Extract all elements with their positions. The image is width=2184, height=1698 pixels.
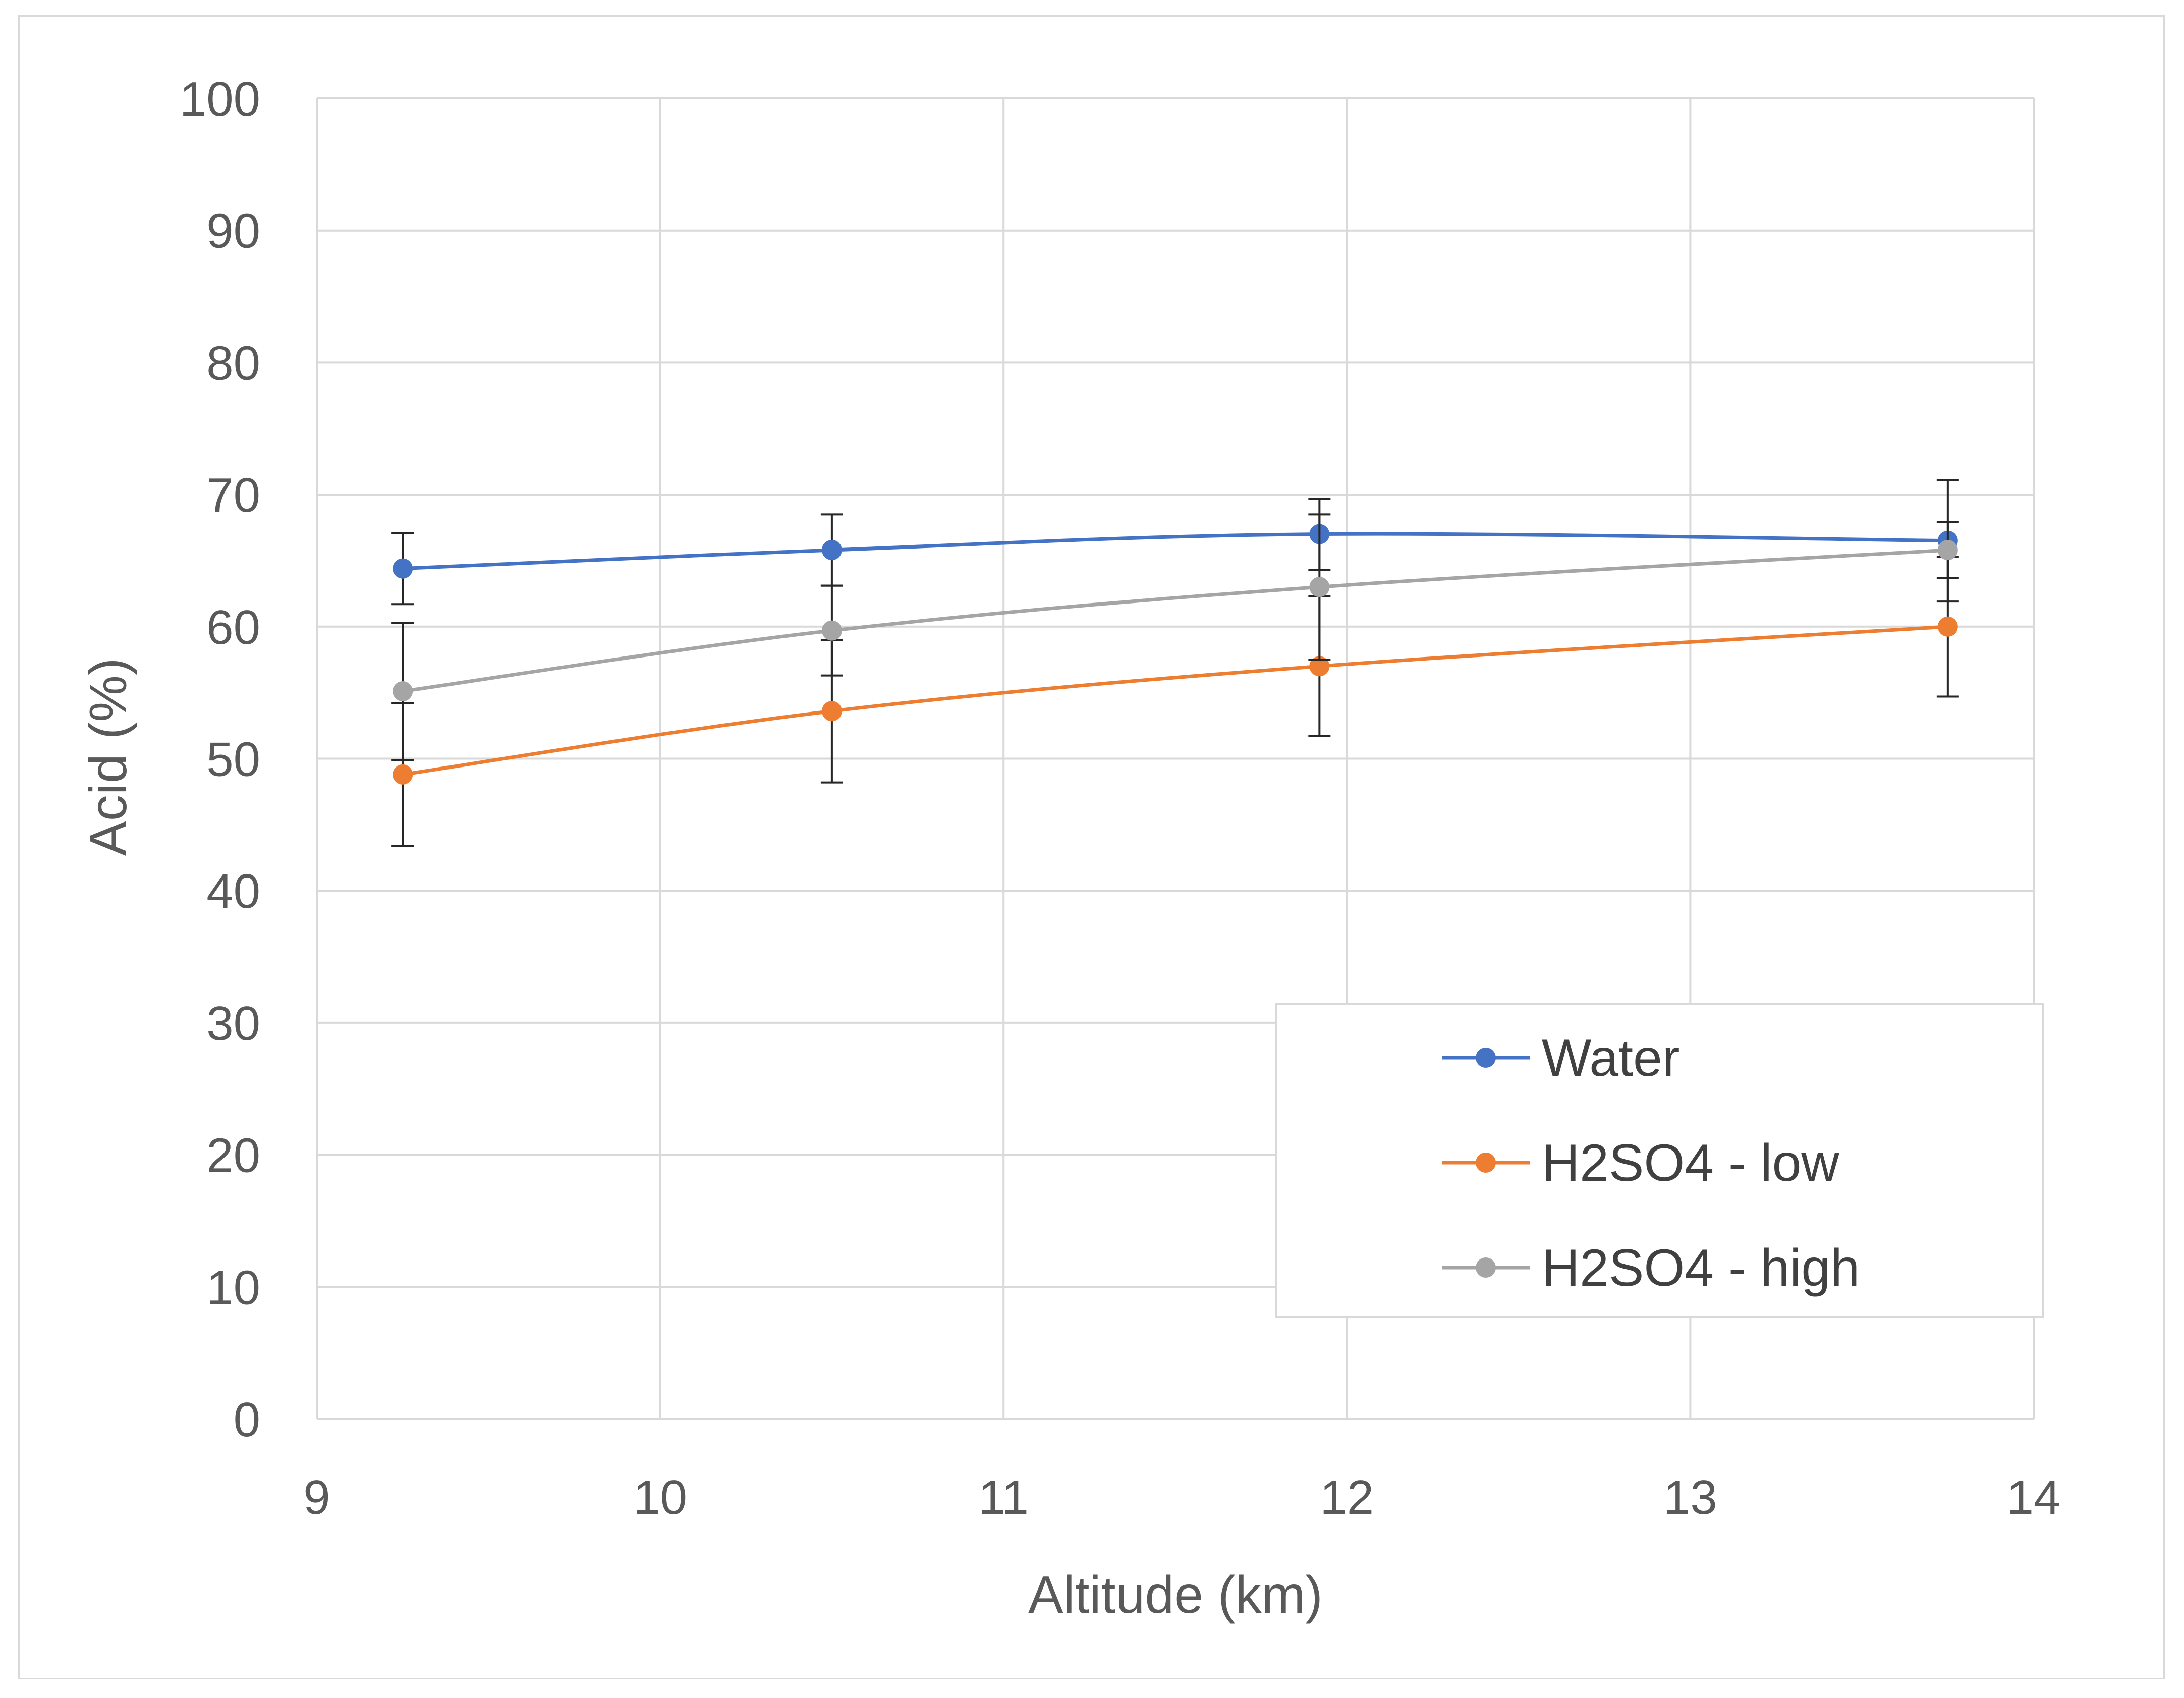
data-point (393, 764, 413, 785)
y-axis-title: Acid (%) (79, 658, 138, 856)
data-point (1937, 540, 1958, 561)
x-tick-label: 9 (303, 1470, 330, 1524)
legend-label: H2SO4 - high (1542, 1239, 1860, 1297)
axes: 0 10 20 30 40 50 60 70 80 90 100 9 10 11 12 13 14 (180, 72, 2061, 1524)
data-point (1309, 656, 1330, 677)
data-point (1937, 616, 1958, 637)
x-tick-label: 12 (1320, 1470, 1374, 1524)
legend-label: H2SO4 - low (1542, 1134, 1839, 1192)
legend-label: Water (1542, 1029, 1680, 1087)
x-axis-title: Altitude (km) (1028, 1566, 1323, 1624)
y-tick-label: 100 (180, 72, 260, 126)
x-tick-label: 14 (2007, 1470, 2061, 1524)
data-point (1309, 577, 1330, 597)
data-point (821, 701, 842, 722)
x-tick-label: 13 (1663, 1470, 1717, 1524)
y-tick-label: 0 (234, 1393, 260, 1447)
x-tick-label: 11 (978, 1470, 1029, 1524)
y-tick-label: 90 (206, 204, 260, 258)
series-line-1 (402, 625, 1948, 777)
chart-frame (18, 15, 2165, 1679)
y-tick-label: 80 (206, 336, 260, 390)
y-tick-label: 70 (206, 468, 260, 522)
legend-swatch-marker (1476, 1153, 1496, 1173)
y-tick-label: 10 (206, 1261, 260, 1314)
data-point (821, 540, 842, 561)
y-tick-label: 30 (206, 997, 260, 1051)
x-tick-label: 10 (633, 1470, 687, 1524)
y-tick-label: 60 (206, 600, 260, 654)
data-point (393, 558, 413, 579)
series-line-2 (402, 548, 1948, 693)
legend-box (1275, 1003, 2044, 1318)
series-line-0 (402, 532, 1948, 571)
y-tick-label: 40 (206, 864, 260, 918)
legend-swatch-marker (1476, 1257, 1496, 1278)
data-point (821, 620, 842, 641)
data-point (393, 681, 413, 702)
gridlines (316, 97, 2035, 1420)
legend-swatch-marker (1476, 1048, 1496, 1068)
series-lines (391, 479, 1959, 847)
y-tick-label: 20 (206, 1129, 260, 1183)
y-tick-label: 50 (206, 733, 260, 787)
legend: Water H2SO4 - low H2SO4 - high (1275, 1003, 2044, 1318)
